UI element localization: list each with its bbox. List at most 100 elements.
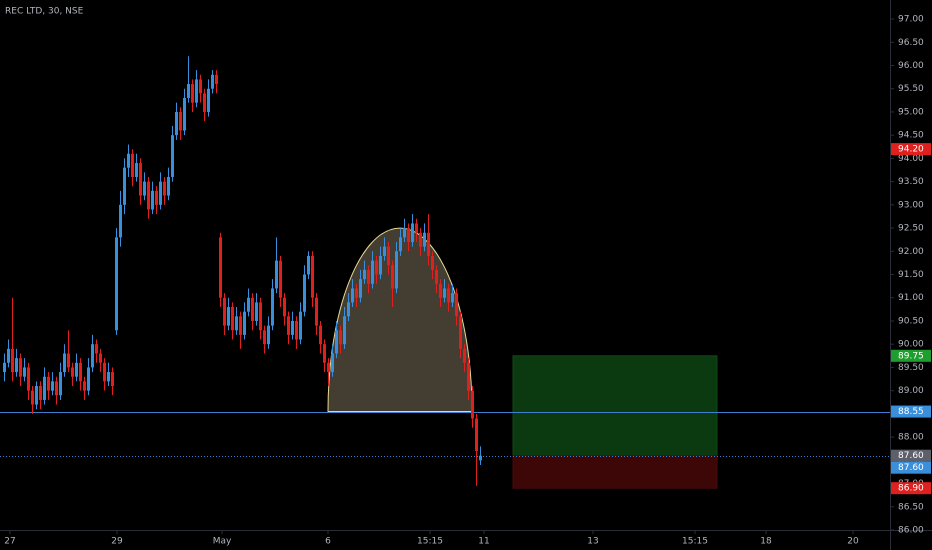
candle-body [263, 330, 266, 345]
candle-body [63, 353, 66, 373]
candle-body [359, 279, 362, 298]
candle-body [39, 386, 42, 400]
candle-body [327, 362, 330, 373]
candle-body [463, 348, 466, 363]
x-tick-label: 27 [4, 537, 15, 547]
candle-body [19, 358, 22, 377]
y-tick-label: 93.00 [898, 200, 924, 210]
candle-body [455, 293, 458, 317]
candle-body [379, 255, 382, 275]
candle-body [167, 176, 170, 196]
candle-body [247, 297, 250, 312]
candle-body [255, 302, 258, 321]
candle-body [211, 74, 214, 89]
candle-body [35, 386, 38, 405]
candle-body [479, 455, 482, 461]
y-tick-label: 97.00 [898, 15, 924, 25]
y-tick-label: 86.00 [898, 526, 924, 536]
x-tick-label: 6 [325, 537, 331, 547]
y-tick-label: 91.00 [898, 293, 924, 303]
candle-body [239, 316, 242, 335]
candle-body [307, 255, 310, 275]
stop-zone [512, 455, 718, 489]
candle-body [331, 353, 334, 373]
candle-body [7, 348, 10, 363]
x-tick-label: 29 [111, 537, 123, 547]
candle-body [299, 311, 302, 340]
candle-body [215, 74, 218, 85]
chart-title: REC LTD, 30, NSE [5, 7, 84, 17]
candle-body [371, 260, 374, 284]
candle-body [427, 232, 430, 256]
candle-body [287, 316, 290, 335]
candle-body [447, 288, 450, 303]
x-tick-label: 13 [587, 537, 598, 547]
candle-body [91, 344, 94, 368]
candle-body [119, 204, 122, 238]
candle-body [95, 344, 98, 354]
candle-body [363, 269, 366, 280]
candle-body [171, 135, 174, 177]
candle-body [199, 79, 202, 94]
candle-body [191, 84, 194, 103]
candle-body [283, 297, 286, 317]
candle-body [339, 330, 342, 345]
y-tick-label: 92.50 [898, 224, 924, 234]
candle-body [135, 163, 138, 177]
candle-body [15, 358, 18, 373]
price-label-box [891, 405, 931, 418]
candle-body [343, 316, 346, 345]
candle-body [47, 376, 50, 391]
x-tick-label: 15:15 [682, 537, 708, 547]
candle-body [251, 297, 254, 321]
y-tick-label: 90.00 [898, 340, 924, 350]
y-tick-label: 92.00 [898, 247, 924, 257]
candle-body [123, 167, 126, 205]
candle-body [127, 153, 130, 168]
candle-body [279, 260, 282, 298]
candle-body [243, 311, 246, 335]
target-zone [512, 355, 718, 457]
candle-body [419, 232, 422, 247]
candle-body [291, 320, 294, 335]
candle-body [395, 251, 398, 289]
candle-body [267, 325, 270, 345]
candle-body [151, 190, 154, 210]
candle-body [107, 372, 110, 382]
candle-body [347, 302, 350, 317]
candle-body [351, 288, 354, 303]
candle-body [319, 325, 322, 345]
candle-body [131, 153, 134, 177]
candle-body [315, 297, 318, 326]
candle-body [435, 269, 438, 284]
price-label-box [891, 349, 931, 362]
candle-body [31, 390, 34, 405]
candle-body [207, 88, 210, 112]
y-tick-label: 86.50 [898, 502, 924, 512]
y-tick-label: 89.00 [898, 386, 924, 396]
candle-body [451, 293, 454, 303]
candle-body [83, 381, 86, 391]
y-tick-label: 95.00 [898, 107, 924, 117]
x-tick-label: 11 [478, 537, 489, 547]
price-label: 94.20 [898, 145, 924, 155]
candle-body [295, 320, 298, 340]
candle-body [411, 223, 414, 243]
candle-body [431, 255, 434, 270]
candle-body [335, 330, 338, 354]
price-label: 88.55 [898, 407, 924, 417]
price-label: 86.90 [898, 484, 924, 494]
candle-body [139, 163, 142, 196]
candle-body [311, 255, 314, 298]
candle-body [103, 362, 106, 382]
candle-body [271, 288, 274, 326]
y-tick-label: 89.50 [898, 363, 924, 373]
price-label-box [891, 482, 931, 495]
y-tick-label: 93.50 [898, 177, 924, 187]
candle-body [415, 223, 418, 233]
x-tick-label: May [213, 537, 232, 547]
candle-body [27, 367, 30, 391]
candle-body [179, 111, 182, 131]
